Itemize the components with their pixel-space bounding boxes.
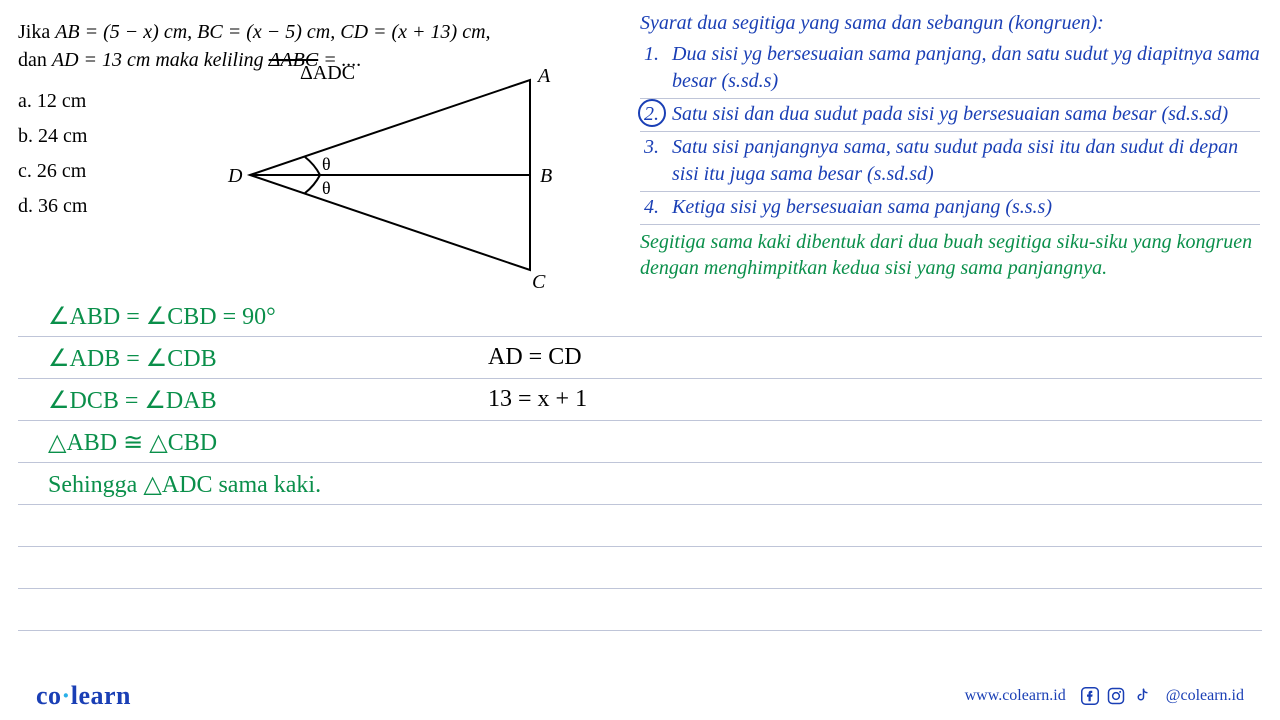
option-d: d. 36 cm	[18, 189, 87, 224]
question-line-1: Jika AB = (5 − x) cm, BC = (x − 5) cm, C…	[18, 18, 638, 46]
ruled-line	[18, 630, 1262, 631]
work-line-6: AD = CD	[488, 344, 582, 371]
vertex-b-label: B	[540, 165, 552, 187]
notes-item-4: 4.Ketiga sisi yg bersesuaian sama panjan…	[640, 192, 1260, 225]
facebook-icon	[1080, 686, 1100, 706]
option-a: a. 12 cm	[18, 84, 87, 119]
notes-item-1: 1.Dua sisi yg bersesuaian sama panjang, …	[640, 39, 1260, 99]
footer-url: www.colearn.id	[965, 687, 1066, 705]
q1-prefix: Jika	[18, 21, 55, 43]
q1-math: AB = (5 − x) cm, BC = (x − 5) cm, CD = (…	[55, 21, 490, 43]
work-line-7: 13 = x + 1	[488, 386, 587, 413]
green-summary-note: Segitiga sama kaki dibentuk dari dua bua…	[640, 229, 1260, 281]
logo-dot: ·	[62, 681, 71, 710]
brand-logo: co·learn	[36, 681, 131, 711]
footer-right: www.colearn.id @colearn.id	[965, 686, 1244, 706]
work-line-5: Sehingga △ADC sama kaki.	[48, 470, 321, 499]
option-c: c. 26 cm	[18, 154, 87, 189]
ruled-line	[18, 420, 1262, 421]
tiktok-icon	[1132, 686, 1152, 706]
ruled-line	[18, 546, 1262, 547]
triangle-figure: A B C D θ θ	[210, 60, 570, 290]
work-line-4: △ABD ≅ △CBD	[48, 428, 217, 457]
footer-bar: co·learn www.colearn.id @colearn.id	[0, 672, 1280, 720]
notes-list: 1.Dua sisi yg bersesuaian sama panjang, …	[640, 39, 1260, 225]
answer-options: a. 12 cm b. 24 cm c. 26 cm d. 36 cm	[18, 84, 87, 224]
notes-title: Syarat dua segitiga yang sama dan sebang…	[640, 12, 1260, 35]
logo-learn: learn	[71, 681, 131, 710]
theta-2: θ	[322, 178, 331, 198]
work-line-1: ∠ABD = ∠CBD = 90°	[48, 302, 276, 331]
ruled-line	[18, 588, 1262, 589]
footer-handle: @colearn.id	[1166, 687, 1244, 705]
instagram-icon	[1106, 686, 1126, 706]
page-root: Jika AB = (5 − x) cm, BC = (x − 5) cm, C…	[0, 0, 1280, 720]
work-line-3: ∠DCB = ∠DAB	[48, 386, 217, 415]
work-line-2: ∠ADB = ∠CDB	[48, 344, 217, 373]
ruled-line	[18, 504, 1262, 505]
notes-item-3: 3.Satu sisi panjangnya sama, satu sudut …	[640, 132, 1260, 192]
work-area: ∠ABD = ∠CBD = 90° ∠ADB = ∠CDB ∠DCB = ∠DA…	[18, 300, 1262, 640]
social-icons-group	[1080, 686, 1152, 706]
vertex-a-label: A	[536, 65, 551, 87]
theta-1: θ	[322, 154, 331, 174]
ruled-line	[18, 378, 1262, 379]
logo-co: co	[36, 681, 62, 710]
vertex-d-label: D	[227, 165, 243, 187]
q2-prefix: dan	[18, 49, 52, 71]
congruence-notes: Syarat dua segitiga yang sama dan sebang…	[640, 12, 1260, 281]
vertex-c-label: C	[532, 271, 546, 290]
ruled-line	[18, 336, 1262, 337]
triangle-svg: A B C D θ θ	[210, 60, 570, 290]
option-b: b. 24 cm	[18, 119, 87, 154]
ruled-line	[18, 462, 1262, 463]
notes-item-2: 2.Satu sisi dan dua sudut pada sisi yg b…	[640, 99, 1260, 132]
